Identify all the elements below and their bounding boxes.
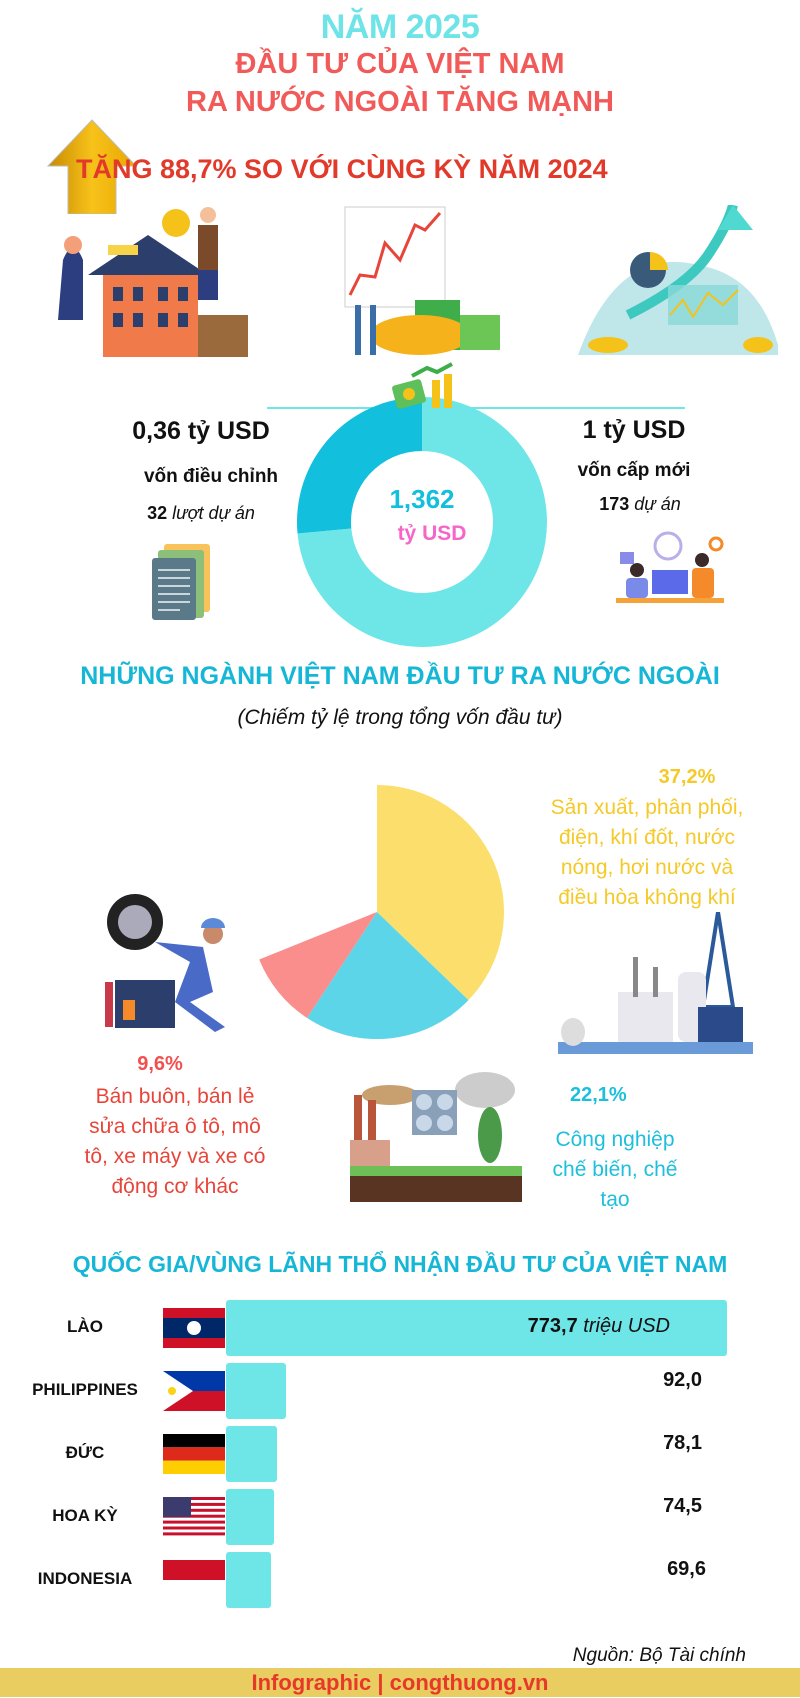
pie-slice-3 [259,912,377,1018]
sector-1-percent: 37,2% [658,766,716,788]
country-value: 773,7 triệu USD [420,1315,670,1338]
country-bar [226,1300,727,1356]
main-title-line2: RA NƯỚC NGOÀI TĂNG MẠNH [186,86,614,118]
pie-slice-2 [306,912,469,1039]
sector-1-line: Sản xuất, phân phối, [550,796,744,819]
sectors-pie-chart [259,785,504,1039]
country-name: HOA KỲ [52,1506,118,1525]
teamwork-idea-icon [616,531,724,603]
adjusted-project-count: 32 lượt dự án [91,503,311,524]
donut-segment-new [297,397,547,647]
total-capital-value: 1,362 [389,484,455,514]
country-name: PHILIPPINES [32,1380,138,1399]
countries-title: QUỐC GIA/VÙNG LÃNH THỔ NHẬN ĐẦU TƯ CỦA V… [72,1251,728,1277]
sectors-title: NHỮNG NGÀNH VIỆT NAM ĐẦU TƯ RA NƯỚC NGOÀ… [80,662,720,690]
sector-3-line: động cơ khác [111,1175,239,1198]
growth-headline: TĂNG 88,7% SO VỚI CÙNG KỲ NĂM 2024 [76,154,608,184]
sector-1-line: điều hòa không khí [558,886,736,909]
germany-flag [163,1434,225,1474]
sector-1-line: điện, khí đốt, nước [558,826,736,849]
new-project-count: 173 dự án [540,494,740,515]
country-name: INDONESIA [37,1569,133,1588]
sector-3-line: sửa chữa ô tô, mô [89,1115,261,1138]
sector-2-percent: 22,1% [570,1084,627,1106]
total-capital-donut [297,397,547,647]
laos-flag [163,1308,225,1348]
indonesia-flag [163,1560,225,1600]
footer-band: Infographic | congthuong.vn [0,1668,800,1697]
sector-1-callout: 37,2% Sản xuất, phân phối, điện, khí đốt… [507,766,787,913]
sector-2-callout: 22,1% Công nghiệp chế biến, chế tạo [520,1084,710,1215]
usa-flag [163,1497,225,1537]
new-capital-label: vốn cấp mới [577,460,691,481]
country-value-number: 773,7 [527,1315,578,1337]
new-capital-amount: 1 tỷ USD [582,416,686,444]
year-title: NĂM 2025 [320,8,480,46]
divider-line [267,407,685,409]
footer-text: Infographic | congthuong.vn [251,1670,549,1695]
documents-icon [152,544,210,620]
adjusted-count-label: lượt dự án [172,503,255,523]
country-name: LÀO [67,1317,103,1336]
factory-illustration [350,1072,522,1202]
country-bar [226,1426,277,1482]
up-arrow-icon [46,119,138,214]
country-value: 78,1 [663,1432,702,1454]
sector-3-callout: 9,6% Bán buôn, bán lẻ sửa chữa ô tô, mô … [30,1053,320,1202]
adjusted-capital-label: vốn điều chỉnh [143,466,279,487]
source-note: Nguồn: Bộ Tài chính [572,1645,746,1666]
country-bar [226,1363,286,1419]
country-name: ĐỨC [65,1443,105,1462]
finance-growth-illustration [578,205,778,355]
sector-3-percent: 9,6% [137,1053,183,1075]
new-count: 173 [599,494,630,514]
refinery-illustration [558,912,753,1054]
sector-2-line: tạo [600,1188,630,1211]
sector-2-line: Công nghiệp [555,1128,675,1151]
adjusted-count: 32 [147,503,168,523]
adjusted-capital-amount: 0,36 tỷ USD [132,417,270,445]
philippines-flag [163,1371,225,1411]
sector-3-line: Bán buôn, bán lẻ [95,1085,255,1108]
money-chart-icon [392,362,453,409]
sector-2-label: Công nghiệp chế biến, chế tạo [520,1125,710,1215]
sector-2-line: chế biến, chế [552,1158,678,1181]
sector-1-line: nóng, hơi nước và [560,856,734,879]
main-title-line1: ĐẦU TƯ CỦA VIỆT NAM [235,48,565,80]
sector-1-label: Sản xuất, phân phối, điện, khí đốt, nước… [507,793,787,913]
total-capital-unit: tỷ USD [397,522,467,545]
house-investment-illustration [58,207,248,357]
donut-segment-adjusted [297,397,422,534]
pie-slice-1 [377,785,504,1001]
new-count-label: dự án [634,494,681,514]
country-value-unit: triệu USD [583,1315,670,1337]
sector-3-line: tô, xe máy và xe có [84,1145,266,1168]
country-bar [226,1489,275,1545]
country-bar [226,1552,272,1608]
mechanic-illustration [105,894,225,1032]
sector-3-label: Bán buôn, bán lẻ sửa chữa ô tô, mô tô, x… [30,1082,320,1202]
sectors-subtitle: (Chiếm tỷ lệ trong tổng vốn đầu tư) [237,706,563,729]
country-value: 74,5 [663,1495,702,1517]
country-value: 69,6 [667,1558,706,1580]
growth-chart-money-illustration [344,206,500,355]
country-value: 92,0 [663,1369,702,1391]
